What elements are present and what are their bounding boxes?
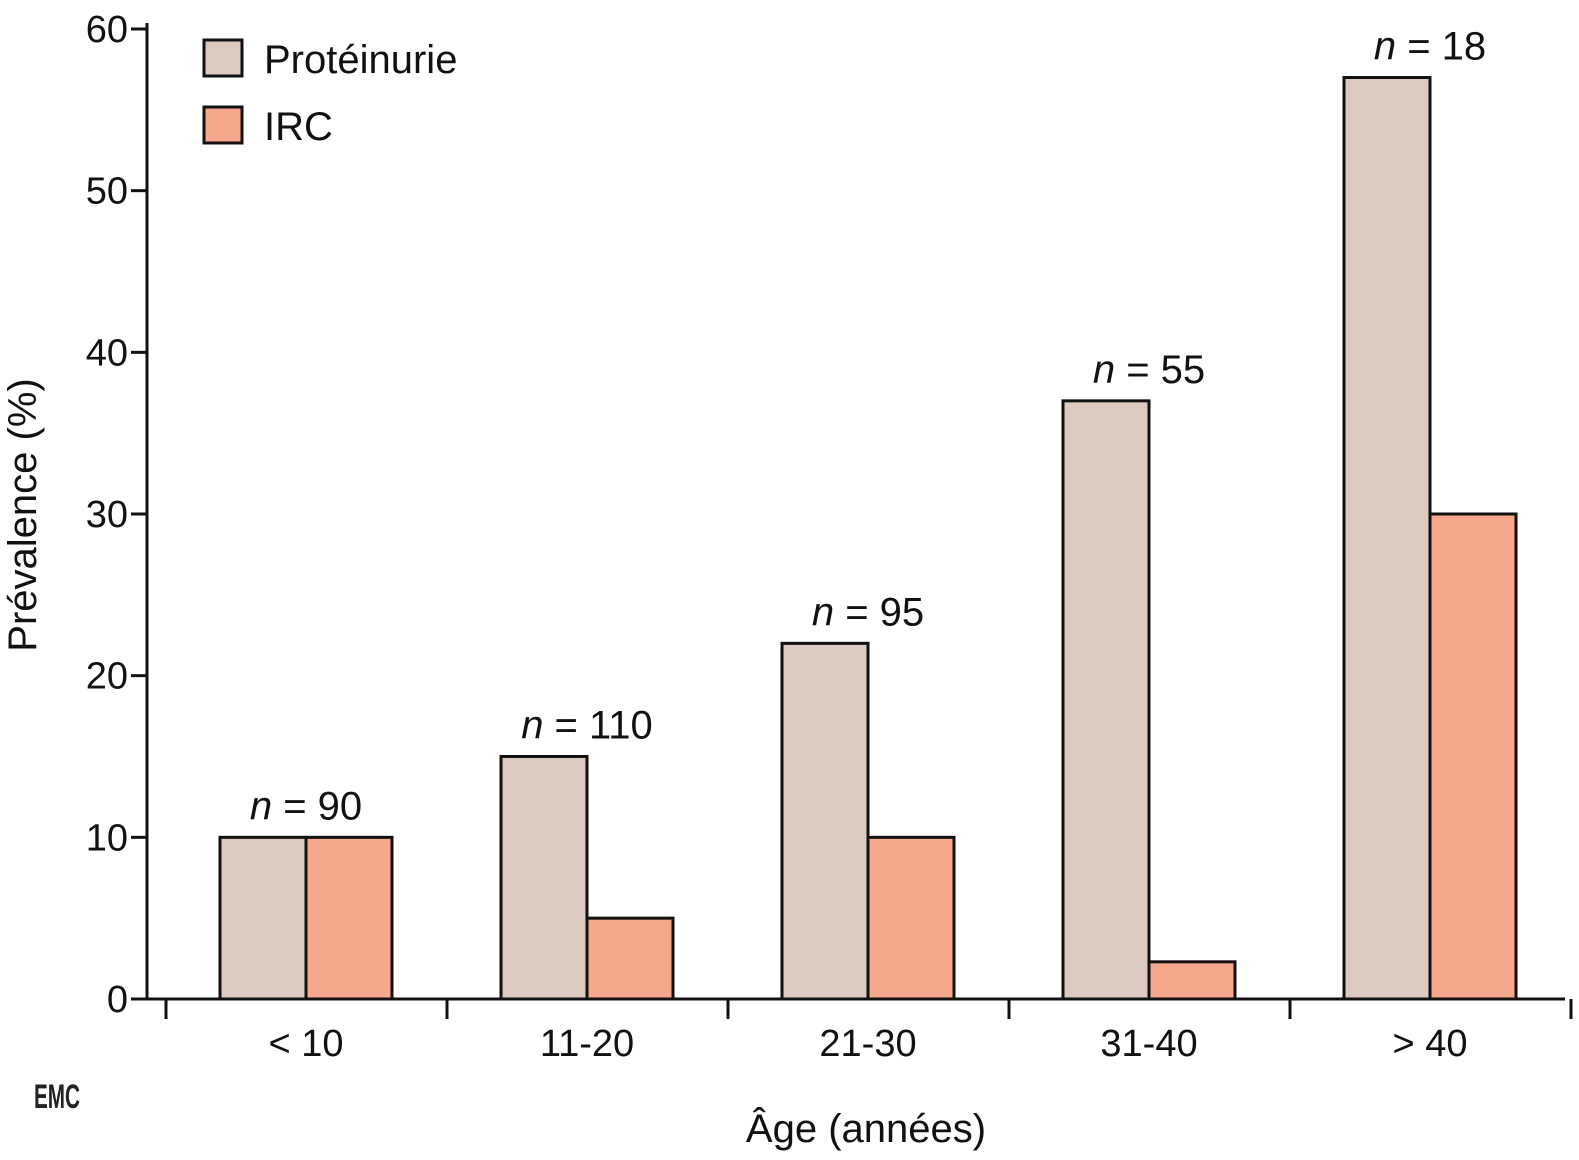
- sample-size-label: n = 55: [1093, 348, 1205, 392]
- x-tick-label: 31-40: [1100, 1023, 1197, 1065]
- bars: [218, 76, 1518, 1001]
- legend-label-proteinurie: Protéinurie: [264, 38, 457, 82]
- sample-size-n: n: [812, 590, 845, 634]
- bar-irc: [585, 916, 675, 1001]
- y-tick-label: 20: [86, 656, 128, 698]
- sample-size-value: = 90: [283, 784, 362, 828]
- bar-proteinurie: [218, 835, 308, 1001]
- sample-size-value: = 55: [1126, 348, 1205, 392]
- sample-size-n: n: [1374, 25, 1407, 69]
- bar-irc: [304, 835, 394, 1001]
- bar-irc: [866, 835, 956, 1001]
- sample-size-value: = 110: [555, 704, 653, 748]
- y-tick-label: 30: [86, 494, 128, 536]
- legend-swatch-proteinurie: [202, 38, 244, 78]
- sample-size-value: = 18: [1407, 25, 1486, 69]
- y-axis: 0 10 20 30 40 50 60: [86, 9, 149, 1021]
- x-tick-label: 11-20: [540, 1023, 634, 1065]
- legend-swatch-irc: [202, 105, 244, 145]
- legend: Protéinurie IRC: [202, 38, 457, 149]
- bar-proteinurie: [780, 641, 870, 1001]
- bar-irc: [1147, 960, 1237, 1001]
- x-tick-label: 21-30: [819, 1023, 916, 1065]
- y-tick-label: 60: [86, 9, 128, 51]
- y-tick-label: 10: [86, 817, 128, 859]
- sample-size-n: n: [1093, 348, 1126, 392]
- legend-label-irc: IRC: [264, 105, 333, 149]
- bar-proteinurie: [499, 755, 589, 1001]
- y-tick-label: 0: [107, 979, 128, 1021]
- sample-size-label: n = 95: [812, 590, 924, 634]
- sample-size-label: n = 90: [250, 784, 362, 828]
- sample-size-label: n = 18: [1374, 25, 1486, 69]
- x-tick-label: > 40: [1392, 1023, 1467, 1065]
- y-axis-title: Prévalence (%): [1, 378, 45, 651]
- sample-size-n: n: [250, 784, 283, 828]
- sample-size-label: n = 110: [521, 704, 653, 748]
- x-axis: < 10 11-20 21-30 31-40 > 40: [147, 997, 1573, 1065]
- x-axis-title: Âge (années): [746, 1106, 986, 1151]
- y-tick-label: 50: [86, 171, 128, 213]
- bar-proteinurie: [1061, 399, 1151, 1001]
- bar-proteinurie: [1342, 76, 1432, 1001]
- sample-size-value: = 95: [845, 590, 924, 634]
- bar-irc: [1428, 512, 1518, 1001]
- y-tick-label: 40: [86, 332, 128, 374]
- publisher-logo: EMC: [34, 1078, 80, 1116]
- sample-size-n: n: [521, 704, 554, 748]
- x-tick-label: < 10: [268, 1023, 343, 1065]
